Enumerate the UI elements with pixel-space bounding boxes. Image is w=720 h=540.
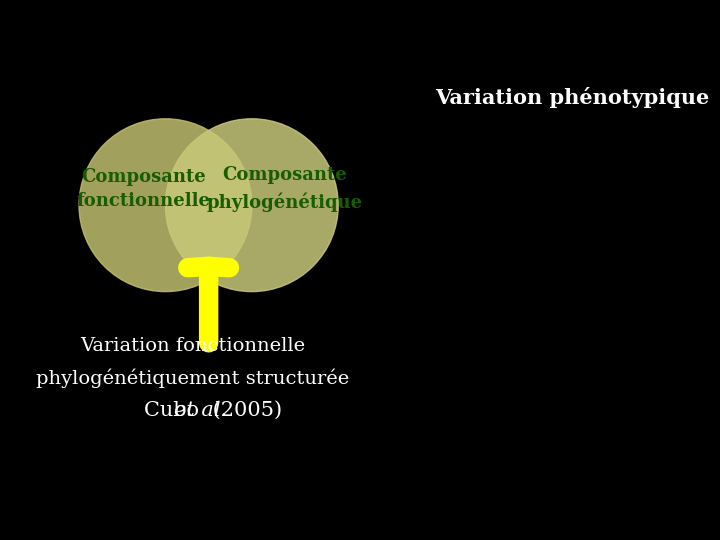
Text: (2005): (2005)	[206, 401, 282, 420]
Circle shape	[79, 119, 252, 292]
Text: Cubo: Cubo	[144, 401, 205, 420]
Text: Variation fonctionnelle: Variation fonctionnelle	[80, 336, 305, 355]
Text: Composante
phylogénétique: Composante phylogénétique	[206, 166, 362, 212]
Text: Variation phénotypique: Variation phénotypique	[436, 87, 710, 107]
Text: Composante
fonctionnelle: Composante fonctionnelle	[77, 167, 211, 211]
Text: phylogénétiquement structurée: phylogénétiquement structurée	[36, 368, 349, 388]
Text: et al.: et al.	[174, 401, 227, 420]
Circle shape	[166, 119, 338, 292]
